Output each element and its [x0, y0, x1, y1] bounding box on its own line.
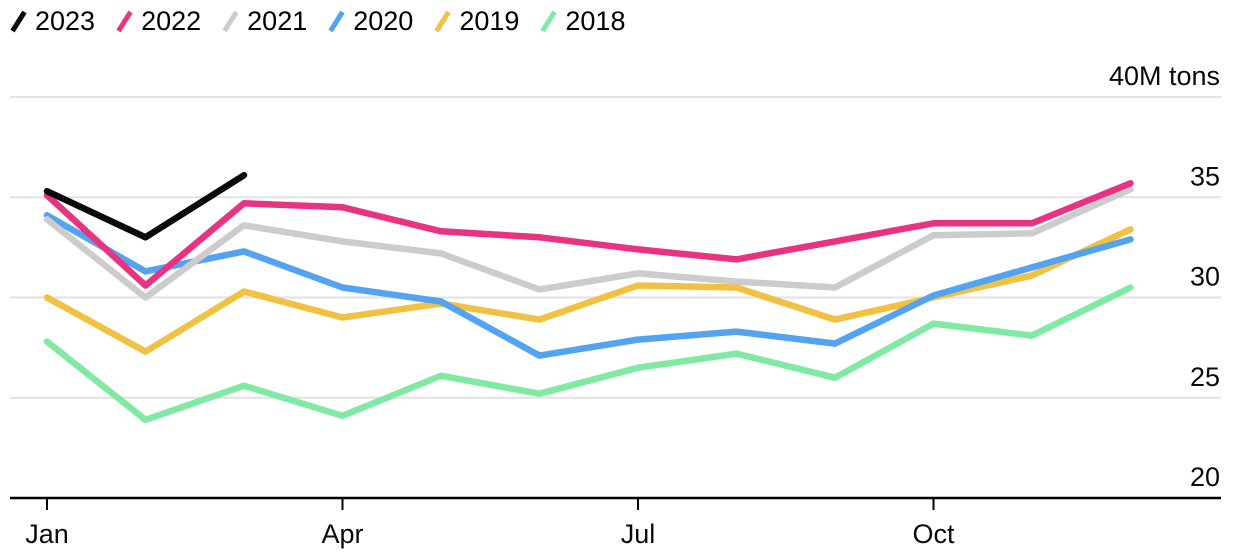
series-line-2021	[43, 185, 1134, 301]
legend-line-swatch-icon	[116, 10, 133, 33]
x-axis-label-Jul: Jul	[621, 519, 656, 549]
legend-label: 2022	[141, 6, 202, 36]
series-line-2023	[43, 171, 248, 241]
legend-label: 2023	[35, 6, 96, 36]
series-line-2022	[43, 179, 1134, 289]
y-axis-label-35: 35	[1190, 161, 1220, 191]
y-axis-label-25: 25	[1190, 362, 1220, 392]
x-axis-label-Apr: Apr	[321, 519, 363, 549]
y-axis-label-30: 30	[1190, 262, 1220, 292]
legend-label: 2021	[247, 6, 308, 36]
legend-item-2019: 2019	[434, 6, 519, 36]
y-axis-label-20: 20	[1190, 462, 1220, 492]
legend-item-2021: 2021	[222, 6, 307, 36]
legend-label: 2018	[565, 6, 626, 36]
legend-item-2023: 2023	[10, 6, 95, 36]
legend-line-swatch-icon	[328, 10, 345, 33]
legend: 2023 2022 2021 2020 2019 2018	[10, 6, 625, 36]
legend-item-2018: 2018	[540, 6, 625, 36]
series-line-2018	[43, 284, 1134, 424]
legend-line-swatch-icon	[10, 10, 27, 33]
x-axis-label-Oct: Oct	[912, 519, 955, 549]
y-axis-label-40: 40M tons	[1109, 61, 1220, 91]
x-axis-label-Jan: Jan	[25, 519, 69, 549]
legend-line-swatch-icon	[540, 10, 558, 33]
legend-item-2020: 2020	[328, 6, 413, 36]
legend-item-2022: 2022	[116, 6, 201, 36]
series-line-2020	[43, 212, 1134, 359]
legend-label: 2020	[353, 6, 414, 36]
legend-line-swatch-icon	[434, 10, 451, 33]
legend-line-swatch-icon	[222, 10, 239, 33]
legend-label: 2019	[459, 6, 520, 36]
